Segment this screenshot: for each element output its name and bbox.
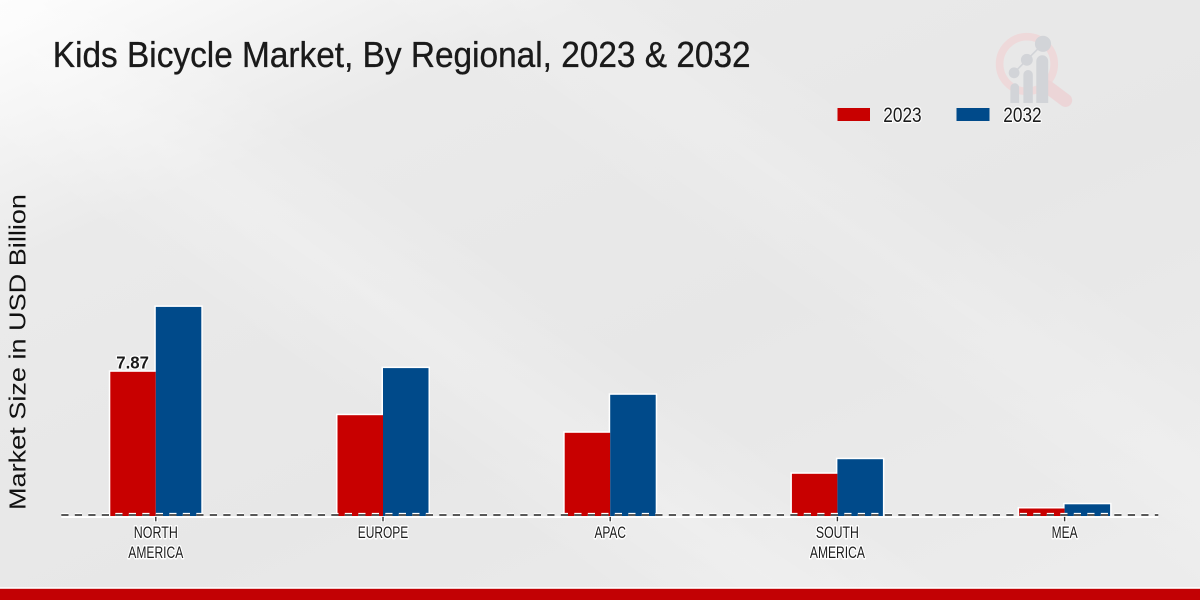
svg-text:Market Size in USD Billion: Market Size in USD Billion bbox=[5, 194, 31, 510]
svg-text:2023: 2023 bbox=[883, 104, 921, 127]
svg-text:SOUTH: SOUTH bbox=[816, 523, 859, 542]
svg-text:AMERICA: AMERICA bbox=[128, 543, 184, 562]
svg-text:NORTH: NORTH bbox=[134, 523, 178, 542]
svg-text:2032: 2032 bbox=[1003, 104, 1041, 127]
svg-text:EUROPE: EUROPE bbox=[358, 523, 409, 542]
svg-text:7.87: 7.87 bbox=[116, 353, 149, 373]
svg-text:APAC: APAC bbox=[594, 523, 626, 542]
svg-text:AMERICA: AMERICA bbox=[810, 543, 866, 562]
svg-text:MEA: MEA bbox=[1052, 523, 1079, 542]
svg-text:Kids Bicycle Market, By Region: Kids Bicycle Market, By Regional, 2023 &… bbox=[53, 34, 751, 75]
